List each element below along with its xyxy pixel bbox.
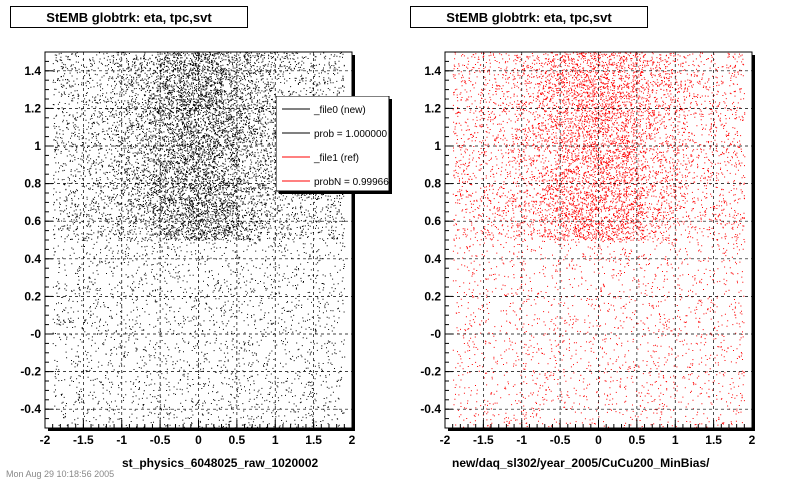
right-scatter-plot: -2 -1.5 -1 -0.5 0 0.5 1 1.5 2 -0.4 -0.2 -0 0.2 0.4 0.6… <box>420 51 756 447</box>
legend-label: prob = 1.000000 <box>314 129 388 140</box>
x-tick-label: 1.5 <box>705 433 722 447</box>
x-tick-label: 1.5 <box>305 433 322 447</box>
legend-label: _file1 (ref) <box>313 153 359 164</box>
x-tick-label: 1 <box>672 433 679 447</box>
y-tick-label: -0.4 <box>420 402 441 416</box>
y-tick-label: 0.2 <box>424 289 441 303</box>
right-x-axis-label: new/daq_sl302/year_2005/CuCu200_MinBias/ <box>452 456 710 470</box>
left-scatter-plot: -2 -1.5 -1 -0.5 0 0.5 1 1.5 2 -0.4 -0.2 -0 0.2 0.4 0.6… <box>20 51 356 447</box>
y-tick-label: 0.6 <box>24 214 41 228</box>
y-tick-label: -0 <box>430 327 441 341</box>
y-tick-label: 0.8 <box>424 177 441 191</box>
y-tick-label: 0.4 <box>24 252 41 266</box>
x-tick-label: 0 <box>195 433 202 447</box>
y-tick-label: 1 <box>434 139 441 153</box>
x-tick-label: 0 <box>595 433 602 447</box>
x-tick-label: 0.5 <box>229 433 246 447</box>
x-tick-label: 0.5 <box>629 433 646 447</box>
right-plot-title: StEMB globtrk: eta, tpc,svt <box>410 6 648 28</box>
y-tick-label: 0.2 <box>24 289 41 303</box>
y-tick-label: 0.6 <box>424 214 441 228</box>
left-plot-title: StEMB globtrk: eta, tpc,svt <box>10 6 248 28</box>
timestamp-footer: Mon Aug 29 10:18:56 2005 <box>6 469 115 479</box>
x-tick-label: 2 <box>749 433 756 447</box>
y-tick-label: 1.4 <box>24 64 41 78</box>
scatter-points <box>52 52 346 429</box>
y-tick-label: -0.2 <box>20 365 41 379</box>
y-tick-label: 1.2 <box>424 101 441 115</box>
scatter-marks <box>52 52 346 429</box>
x-tick-label: -2 <box>440 433 451 447</box>
y-tick-label: 1.2 <box>24 101 41 115</box>
y-tick-label: 0.4 <box>424 252 441 266</box>
y-tick-label: -0 <box>30 327 41 341</box>
x-tick-label: -2 <box>40 433 51 447</box>
x-tick-label: -1 <box>516 433 527 447</box>
x-tick-label: -0.5 <box>150 433 171 447</box>
x-tick-label: -1.5 <box>473 433 494 447</box>
y-tick-label: 0.8 <box>24 177 41 191</box>
y-tick-label: 1.4 <box>424 64 441 78</box>
legend: _file0 (new) prob = 1.000000 _file1 (ref) p… <box>276 96 392 194</box>
legend-label: probN = 0.99966 <box>314 177 389 188</box>
y-tick-label: -0.4 <box>20 402 41 416</box>
left-x-axis-label: st_physics_6048025_raw_1020002 <box>122 456 319 470</box>
legend-label: _file0 (new) <box>313 105 366 116</box>
x-tick-label: 2 <box>349 433 356 447</box>
x-tick-label: -1 <box>116 433 127 447</box>
x-tick-label: 1 <box>272 433 279 447</box>
y-tick-label: -0.2 <box>420 365 441 379</box>
x-tick-label: -0.5 <box>550 433 571 447</box>
x-tick-label: -1.5 <box>73 433 94 447</box>
y-tick-label: 1 <box>34 139 41 153</box>
legend-box <box>276 96 390 192</box>
